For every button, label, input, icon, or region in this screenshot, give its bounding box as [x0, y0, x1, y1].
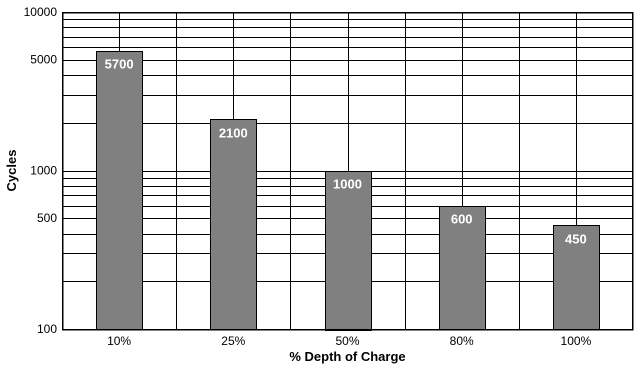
data-label: 600	[451, 212, 473, 227]
y-tick-label: 500	[37, 211, 57, 225]
x-axis-title: % Depth of Charge	[289, 349, 405, 364]
data-label: 5700	[105, 57, 134, 72]
bars	[96, 51, 600, 331]
x-tick-label: 25%	[221, 334, 245, 348]
x-tick-label: 10%	[107, 334, 131, 348]
y-tick-label: 100	[37, 322, 57, 336]
bar	[210, 119, 257, 330]
y-tick-label: 10000	[24, 5, 58, 19]
y-tick-label: 5000	[30, 53, 57, 67]
bar	[96, 51, 143, 330]
x-tick-label: 80%	[450, 334, 474, 348]
y-tick-labels: 100 500 1000 5000 10000	[24, 5, 58, 336]
data-labels: 5700 2100 1000 600 450	[105, 57, 587, 247]
bar	[325, 171, 372, 331]
y-tick-label: 1000	[30, 164, 57, 178]
data-label: 1000	[333, 177, 362, 192]
data-label: 450	[565, 231, 587, 246]
x-tick-labels: 10% 25% 50% 80% 100%	[107, 334, 591, 348]
bar	[553, 225, 600, 330]
x-tick-label: 50%	[335, 334, 359, 348]
plot-frame	[61, 11, 634, 331]
bar	[439, 206, 486, 330]
x-tick-label: 100%	[561, 334, 592, 348]
y-axis-title: Cycles	[4, 150, 19, 192]
data-label: 2100	[219, 125, 248, 140]
